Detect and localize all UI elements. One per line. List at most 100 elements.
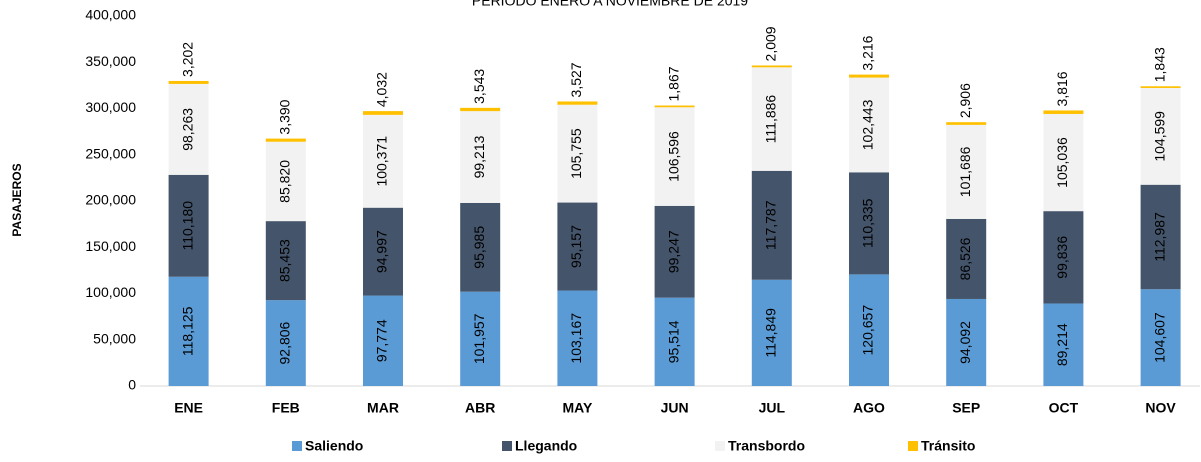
legend-swatch <box>502 441 512 451</box>
bar-segment <box>849 74 889 78</box>
bar-segment <box>849 274 889 386</box>
legend-swatch <box>715 441 725 451</box>
x-tick-label: MAR <box>367 400 399 416</box>
data-label: 3,527 <box>568 62 584 97</box>
data-label: 102,443 <box>860 99 876 150</box>
data-label: 1,867 <box>665 66 681 101</box>
data-label: 112,987 <box>1151 212 1167 262</box>
data-label: 3,216 <box>860 35 876 70</box>
bar-segment <box>557 101 598 105</box>
data-label: 95,985 <box>471 226 487 269</box>
data-label: 3,390 <box>277 99 293 134</box>
bar-segment <box>654 297 695 386</box>
y-tick-label: 300,000 <box>85 99 136 115</box>
data-label: 103,167 <box>568 313 584 364</box>
bar-segment <box>654 205 695 298</box>
data-label: 92,806 <box>277 321 293 364</box>
bar-segment <box>1140 184 1181 290</box>
data-label: 118,125 <box>179 306 195 356</box>
data-label: 3,816 <box>1054 71 1070 106</box>
bar-segment <box>363 207 403 296</box>
data-label: 104,599 <box>1151 111 1167 162</box>
bar-segment <box>946 122 987 125</box>
data-label: 2,906 <box>957 83 973 118</box>
bar-segment <box>751 67 792 171</box>
data-label: 98,263 <box>179 108 195 151</box>
bar-segment <box>265 138 306 142</box>
data-label: 106,596 <box>665 131 681 182</box>
data-label: 94,092 <box>957 321 973 364</box>
bar-segment <box>363 295 403 386</box>
legend-label: Llegando <box>515 438 577 454</box>
bar-segment <box>849 77 889 173</box>
data-label: 111,886 <box>763 95 779 144</box>
data-label: 101,686 <box>957 146 973 197</box>
bar-segment <box>849 172 889 275</box>
bar-segment <box>751 65 792 68</box>
data-label: 2,009 <box>763 26 779 61</box>
bar-segment <box>168 83 209 175</box>
y-tick-label: 250,000 <box>85 145 136 161</box>
x-tick-label: SEP <box>952 400 980 416</box>
bar-segment <box>654 105 695 108</box>
data-label: 85,820 <box>277 160 293 203</box>
bar-segment <box>460 291 501 386</box>
chart-title: PERIODO ENERO A NOVIEMBRE DE 2019 <box>472 0 748 9</box>
bar-segment <box>460 107 501 112</box>
legend-label: Saliendo <box>305 438 363 454</box>
bar-segment <box>168 80 209 84</box>
y-axis-label: PASAJEROS <box>10 163 24 236</box>
data-label: 1,843 <box>1151 47 1167 82</box>
data-label: 99,247 <box>665 230 681 273</box>
data-label: 99,836 <box>1054 236 1070 279</box>
bar-segment <box>1140 289 1181 386</box>
legend-label: Tránsito <box>921 438 975 454</box>
data-label: 105,036 <box>1054 137 1070 188</box>
bar-segment <box>1043 113 1084 212</box>
bar-segment <box>460 111 501 203</box>
y-tick-label: 100,000 <box>85 284 136 300</box>
data-label: 89,214 <box>1054 323 1070 366</box>
x-tick-label: MAY <box>562 400 592 416</box>
bar-segment <box>265 141 306 222</box>
x-tick-label: OCT <box>1049 400 1079 416</box>
y-tick-label: 50,000 <box>93 330 136 346</box>
bar-segment <box>363 114 403 208</box>
data-label: 120,657 <box>860 305 876 356</box>
bar-segment <box>1043 211 1084 304</box>
x-tick-label: ABR <box>465 400 495 416</box>
x-tick-label: JUN <box>661 400 689 416</box>
y-tick-label: 200,000 <box>85 192 136 208</box>
data-label: 95,157 <box>568 225 584 268</box>
data-label: 105,755 <box>568 128 584 179</box>
data-label: 86,526 <box>957 237 973 280</box>
bar-segment <box>460 202 501 292</box>
bar-segment <box>946 124 987 219</box>
bar-segment <box>751 170 792 280</box>
bar-segment <box>751 279 792 386</box>
data-label: 95,514 <box>665 320 681 363</box>
y-tick-label: 150,000 <box>85 238 136 254</box>
bar-segment <box>557 290 598 386</box>
bar-segment <box>557 104 598 203</box>
legend-swatch <box>292 441 302 451</box>
data-label: 97,774 <box>374 319 390 362</box>
data-label: 104,607 <box>1151 312 1167 363</box>
data-label: 117,787 <box>763 200 779 250</box>
legend-label: Transbordo <box>728 438 805 454</box>
bar-segment <box>1043 110 1084 114</box>
data-label: 110,335 <box>860 198 876 248</box>
data-label: 110,180 <box>179 201 195 251</box>
x-tick-label: JUL <box>759 400 786 416</box>
bar-segment <box>265 300 306 386</box>
data-label: 3,202 <box>179 42 195 77</box>
bar-segment <box>946 218 987 299</box>
data-label: 4,032 <box>374 72 390 107</box>
x-tick-label: NOV <box>1145 400 1176 416</box>
bar-segment <box>168 174 209 277</box>
x-tick-label: AGO <box>853 400 885 416</box>
y-tick-label: 350,000 <box>85 53 136 69</box>
data-label: 101,957 <box>471 313 487 364</box>
bar-segment <box>363 111 403 115</box>
